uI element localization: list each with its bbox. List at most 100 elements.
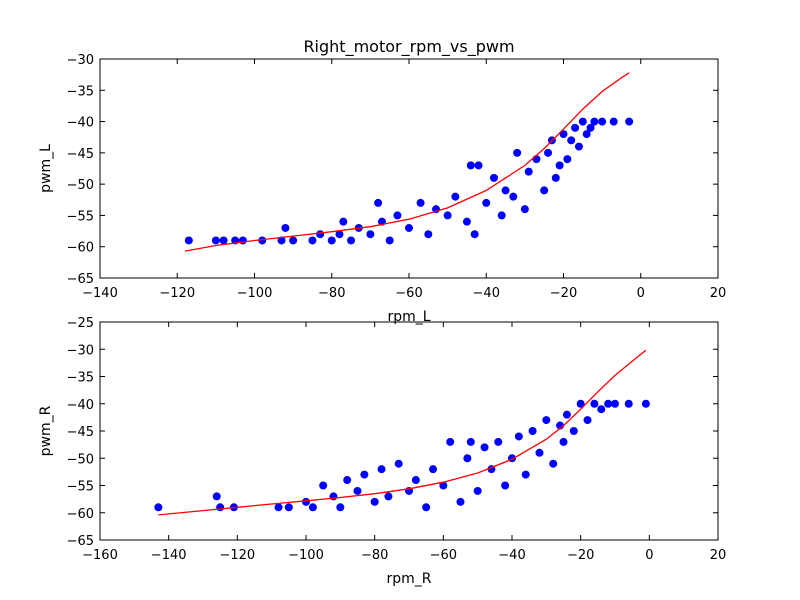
- data-point: [567, 136, 576, 145]
- x-tick-label: −20: [550, 286, 577, 301]
- data-point: [462, 217, 471, 226]
- data-point: [384, 492, 393, 501]
- data-point: [583, 416, 592, 425]
- data-point: [335, 230, 344, 239]
- data-point: [463, 454, 472, 463]
- data-point: [466, 161, 475, 170]
- y-axis-label: pwm_R: [38, 405, 54, 456]
- x-tick-label: −140: [82, 286, 118, 301]
- data-point: [590, 399, 599, 408]
- data-point: [277, 236, 286, 245]
- data-point: [319, 481, 328, 490]
- data-point: [551, 173, 560, 182]
- data-point: [571, 123, 580, 132]
- data-point: [405, 223, 413, 232]
- x-axis-label: rpm_R: [386, 571, 431, 587]
- x-tick-label: −20: [567, 548, 594, 563]
- y-tick-label: −60: [67, 507, 94, 522]
- data-point: [466, 437, 475, 446]
- data-point: [482, 198, 491, 207]
- data-point: [559, 437, 568, 446]
- y-tick-label: −65: [67, 272, 94, 287]
- y-tick-label: −25: [67, 316, 94, 331]
- x-tick-label: −120: [219, 548, 255, 563]
- data-point: [524, 167, 533, 176]
- data-point: [289, 236, 298, 245]
- data-point: [582, 130, 591, 139]
- data-point: [586, 123, 595, 132]
- data-point: [302, 497, 310, 506]
- data-point: [343, 476, 352, 485]
- data-point: [411, 476, 420, 485]
- data-point: [456, 497, 465, 506]
- data-point: [154, 503, 163, 512]
- y-tick-label: −40: [67, 116, 94, 131]
- data-point: [281, 223, 290, 232]
- top-subplot: −140 −120 −100 −80 −60 −40 −20 0 20 −65 −60 −55 −50 −…: [38, 53, 726, 325]
- data-point: [514, 432, 523, 441]
- data-point: [542, 416, 551, 425]
- data-point: [284, 503, 293, 512]
- data-point: [501, 186, 510, 195]
- data-point: [578, 117, 587, 126]
- data-point: [370, 497, 379, 506]
- data-point: [501, 481, 510, 490]
- y-tick-label: −50: [67, 452, 94, 467]
- data-point: [569, 427, 578, 435]
- data-point: [480, 443, 489, 452]
- data-point: [555, 161, 564, 170]
- data-point: [211, 236, 220, 245]
- x-tick-label: −80: [318, 286, 345, 301]
- fit-line: [184, 72, 630, 252]
- data-point: [374, 198, 383, 207]
- data-point: [327, 236, 336, 245]
- data-point: [535, 448, 544, 457]
- y-tick-label: −60: [67, 241, 94, 256]
- data-point: [521, 470, 530, 479]
- x-tick-label: −100: [237, 286, 273, 301]
- data-point: [597, 405, 606, 414]
- y-tick-label: −45: [67, 425, 94, 440]
- data-point: [308, 236, 317, 245]
- data-point: [513, 148, 522, 157]
- y-tick-label: −50: [67, 178, 94, 193]
- x-tick-label: −140: [151, 548, 187, 563]
- x-tick-label: 20: [710, 548, 727, 563]
- data-point: [308, 503, 317, 512]
- data-point: [540, 186, 549, 195]
- data-point: [473, 486, 482, 495]
- data-point: [576, 399, 585, 408]
- data-point: [336, 503, 345, 512]
- y-tick-label: −35: [67, 371, 94, 386]
- data-point: [625, 117, 634, 126]
- data-point: [563, 155, 572, 164]
- x-axis-label: rpm_L: [387, 309, 430, 325]
- data-point: [238, 236, 247, 245]
- bottom-subplot: −160 −140 −120 −100 −80 −60 −40 −20 0 20 −65 −60 −55…: [38, 316, 726, 587]
- data-point: [549, 459, 558, 468]
- plot-area: [154, 349, 650, 516]
- data-point: [216, 503, 225, 512]
- data-point: [544, 148, 553, 157]
- y-tick-label: −55: [67, 209, 94, 224]
- data-point: [258, 236, 267, 245]
- data-point: [353, 486, 362, 495]
- data-point: [528, 427, 537, 435]
- chart-title: Right_motor_rpm_vs_pwm: [303, 37, 514, 57]
- data-point: [598, 117, 607, 126]
- data-point: [377, 465, 386, 474]
- x-tick-label: −40: [498, 548, 525, 563]
- data-point: [624, 399, 633, 408]
- y-tick-label: −45: [67, 147, 94, 162]
- data-point: [439, 481, 448, 490]
- y-tick-label: −40: [67, 398, 94, 413]
- data-point: [609, 117, 618, 126]
- data-point: [394, 459, 403, 468]
- y-tick-label: −55: [67, 480, 94, 495]
- data-point: [494, 437, 503, 446]
- data-point: [509, 192, 518, 201]
- data-point: [489, 173, 498, 182]
- x-tick-label: −60: [395, 286, 422, 301]
- x-tick-label: 0: [637, 286, 645, 301]
- data-point: [274, 503, 283, 512]
